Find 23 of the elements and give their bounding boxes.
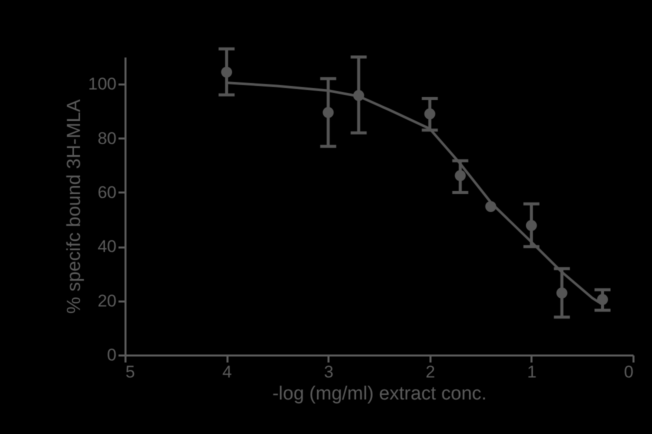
point [322,107,334,118]
y-axis-title: % specifc bound 3H-MLA [64,98,86,314]
point [556,287,568,298]
x-tick-label: 4 [222,362,232,382]
x-tick-label: 3 [324,362,334,382]
point [526,220,537,231]
point [485,201,496,212]
y-tick-label: 40 [98,237,116,256]
x-tick-label: 2 [426,362,436,382]
y-tick-label: 60 [98,182,116,202]
x-tick-label: 1 [527,362,537,382]
y-tick-label: 80 [98,128,116,148]
x-tick-label: 0 [624,362,634,382]
x-axis-title: -log (mg/ml) extract conc. [272,384,487,404]
y-tick-label: 100 [88,74,116,94]
point [424,108,436,120]
point [597,294,608,305]
point [454,170,466,182]
x-tick-label: 5 [126,362,135,382]
y-tick-label: 20 [98,291,116,310]
point [353,90,364,101]
point [221,66,232,78]
y-tick-label: 0 [107,346,116,364]
